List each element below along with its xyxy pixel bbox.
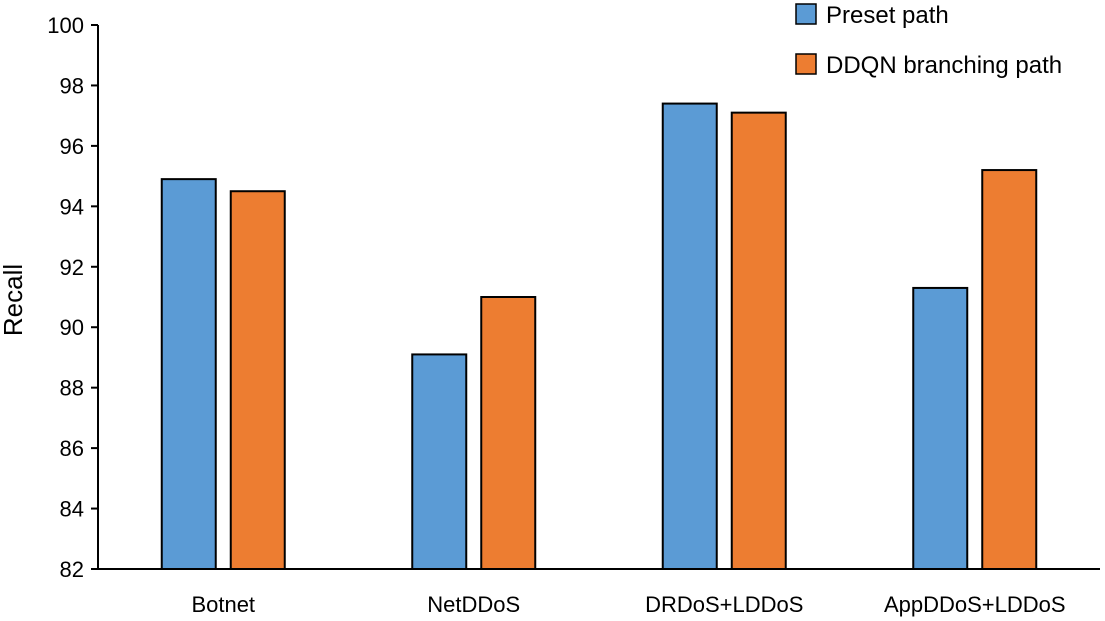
x-tick-label: Botnet (191, 592, 255, 617)
y-tick-label: 88 (60, 376, 84, 401)
bar-preset-path-drdos-lddos (661, 102, 718, 570)
y-tick-label: 90 (60, 315, 84, 340)
bar-ddqn-branching-path-botnet (229, 190, 286, 570)
legend-label: Preset path (826, 2, 949, 29)
y-tick-label: 86 (60, 436, 84, 461)
y-tick-label: 100 (47, 13, 84, 38)
x-tick-label: AppDDoS+LDDoS (884, 592, 1066, 617)
y-tick-label: 98 (60, 73, 84, 98)
bars-layer (160, 102, 1038, 571)
y-axis-title: Recall (0, 264, 28, 336)
axes-layer: Botnet NetDDoS DRDoS+LDDoS AppDDoS+LDDoS 82 8… (47, 13, 1100, 617)
bar-ddqn-branching-path-appddos-lddos (981, 169, 1038, 570)
bar-ddqn-branching-path-drdos-lddos (730, 111, 787, 571)
legend-swatch (795, 53, 817, 75)
x-tick-label: NetDDoS (427, 592, 520, 617)
y-tick-label: 94 (60, 194, 84, 219)
legend-label: DDQN branching path (826, 52, 1062, 79)
legend: Preset path DDQN branching path (795, 2, 1062, 79)
bar-ddqn-branching-path-netddos (480, 296, 537, 570)
legend-swatch (795, 3, 817, 25)
x-tick-label: DRDoS+LDDoS (645, 592, 803, 617)
bar-preset-path-netddos (411, 353, 468, 570)
y-tick-label: 96 (60, 134, 84, 159)
y-tick-label: 84 (60, 497, 84, 522)
bar-preset-path-botnet (160, 178, 217, 570)
y-tick-label: 82 (60, 557, 84, 582)
bar-preset-path-appddos-lddos (912, 286, 969, 570)
y-tick-label: 92 (60, 255, 84, 280)
